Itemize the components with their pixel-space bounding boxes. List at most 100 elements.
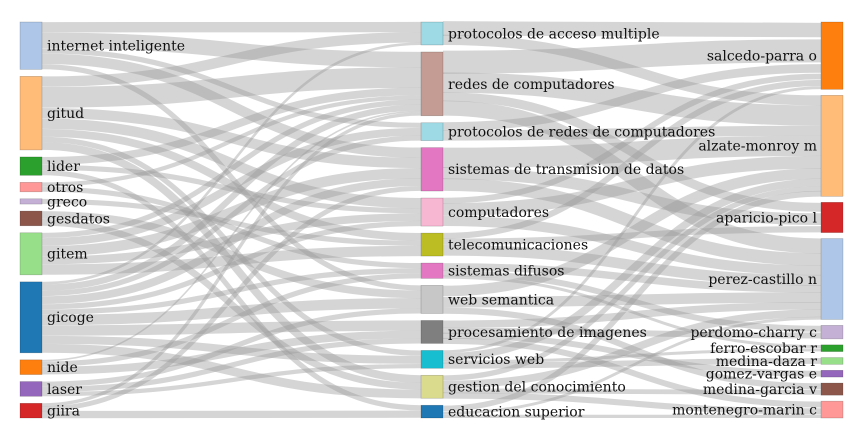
node-label-aparicio: aparicio-pico l — [716, 210, 817, 226]
node-aparicio[interactable] — [820, 202, 844, 233]
node-medina-daza[interactable] — [820, 357, 844, 365]
node-label-giira: giira — [47, 404, 80, 420]
node-label-alzate: alzate-monroy m — [698, 139, 817, 155]
node-gestion-conocimiento[interactable] — [420, 374, 444, 399]
link-greco-to-telecomunicaciones — [41, 198, 422, 246]
link-procesamiento-imagenes-to-perdomo — [442, 327, 822, 339]
link-gicoge-to-servicios-web — [41, 335, 422, 364]
link-gicoge-to-computadores — [41, 220, 422, 310]
link-telecomunicaciones-to-perez — [442, 244, 822, 286]
link-gitem-to-sistemas-transmision — [41, 167, 422, 257]
node-label-redes-computadores: redes de computadores — [448, 77, 615, 93]
node-label-perez: perez-castillo n — [708, 272, 817, 288]
link-laser-to-web-semantica — [41, 308, 422, 387]
node-label-gitem: gitem — [47, 247, 88, 263]
node-label-sistemas-transmision: sistemas de transmision de datos — [448, 162, 684, 178]
link-telecomunicaciones-to-salcedo — [442, 79, 822, 239]
link-gestion-conocimiento-to-medina-garcia — [442, 388, 822, 395]
link-procesamiento-imagenes-to-montenegro — [442, 337, 822, 408]
link-gicoge-to-procesamiento-imagenes — [41, 320, 422, 336]
labels-layer: internet inteligente gitud lider otrosgreco… — [47, 26, 818, 420]
node-protocolos-redes[interactable] — [420, 122, 444, 141]
link-gitem-to-redes-computadores — [41, 99, 422, 239]
node-lider[interactable] — [19, 156, 43, 176]
node-telecomunicaciones[interactable] — [420, 232, 444, 257]
node-protocolos-acceso[interactable] — [420, 21, 444, 46]
link-redes-computadores-to-salcedo — [442, 39, 822, 74]
link-gitud-to-computadores — [41, 118, 422, 209]
node-salcedo[interactable] — [820, 21, 844, 90]
link-gicoge-to-sistemas-difusos — [41, 268, 422, 315]
node-sistemas-transmision[interactable] — [420, 147, 444, 192]
node-gesdatos[interactable] — [19, 210, 43, 227]
node-label-montenegro: montenegro-marin c — [672, 402, 817, 418]
link-sistemas-transmision-to-alzate — [442, 135, 822, 168]
node-gicoge[interactable] — [19, 281, 43, 354]
node-label-gicoge: gicoge — [47, 310, 94, 326]
node-greco[interactable] — [19, 198, 43, 205]
node-giira[interactable] — [19, 402, 43, 419]
node-label-salcedo: salcedo-parra o — [707, 49, 817, 65]
node-label-greco: greco — [47, 194, 87, 210]
node-medina-garcia[interactable] — [820, 382, 844, 396]
link-servicios-web-to-ferro — [442, 348, 822, 364]
link-laser-to-servicios-web — [41, 363, 422, 397]
node-redes-computadores[interactable] — [420, 51, 444, 117]
link-redes-computadores-to-aparicio — [442, 92, 822, 212]
link-gitud-to-redes-computadores — [41, 67, 422, 108]
link-computadores-to-salcedo — [442, 73, 822, 204]
link-giira-to-sistemas-transmision — [41, 186, 422, 412]
link-protocolos-redes-to-alzate — [442, 125, 822, 141]
link-gicoge-to-redes-computadores — [41, 104, 422, 291]
node-computadores[interactable] — [420, 197, 444, 227]
node-laser[interactable] — [19, 381, 43, 397]
link-gitud-to-servicios-web — [41, 136, 422, 356]
link-sistemas-difusos-to-perdomo — [442, 270, 822, 332]
link-sistemas-difusos-to-ferro — [442, 275, 822, 349]
node-label-gitud: gitud — [47, 106, 84, 122]
link-sistemas-transmision-to-perez — [442, 178, 822, 266]
node-label-lider: lider — [47, 159, 80, 175]
link-protocolos-redes-to-salcedo — [442, 64, 822, 131]
node-ferro[interactable] — [820, 344, 844, 352]
link-gicoge-to-web-semantica — [41, 298, 422, 326]
node-montenegro[interactable] — [820, 400, 844, 419]
node-label-web-semantica: web semantica — [448, 292, 554, 308]
link-gitem-to-telecomunicaciones — [41, 245, 422, 275]
link-sistemas-transmision-to-aparicio — [442, 167, 822, 226]
nodes-layer — [19, 21, 844, 419]
node-gitem[interactable] — [19, 232, 43, 276]
link-gesdatos-to-web-semantica — [41, 211, 422, 299]
link-web-semantica-to-medina-garcia — [442, 307, 822, 390]
link-gitud-to-telecomunicaciones — [41, 128, 422, 241]
node-nide[interactable] — [19, 359, 43, 375]
link-protocolos-acceso-to-salcedo — [442, 21, 822, 38]
node-label-laser: laser — [47, 382, 82, 398]
node-perdomo[interactable] — [820, 325, 844, 340]
node-perez[interactable] — [820, 238, 844, 320]
link-gitud-to-protocolos-acceso — [41, 32, 422, 87]
link-nide-to-sistemas-difusos — [41, 273, 422, 367]
node-label-medina-daza: medina-daza r — [716, 354, 818, 370]
node-procesamiento-imagenes[interactable] — [420, 320, 444, 344]
link-lider-to-redes-computadores — [41, 87, 422, 165]
node-gitud[interactable] — [19, 76, 43, 151]
link-procesamiento-imagenes-to-gomez — [442, 332, 822, 377]
node-alzate[interactable] — [820, 95, 844, 197]
link-lider-to-computadores — [41, 164, 422, 214]
node-gomez[interactable] — [820, 370, 844, 378]
node-label-servicios-web: servicios web — [448, 352, 544, 368]
node-educacion-superior[interactable] — [420, 404, 444, 419]
node-label-nide: nide — [47, 360, 78, 376]
link-otros-to-redes-computadores — [41, 95, 422, 187]
node-web-semantica[interactable] — [420, 285, 444, 314]
link-gitud-to-sistemas-transmision — [41, 107, 422, 169]
link-nide-to-redes-computadores — [41, 110, 422, 362]
node-sistemas-difusos[interactable] — [420, 262, 444, 279]
node-servicios-web[interactable] — [420, 350, 444, 369]
link-educacion-superior-to-perez — [442, 316, 822, 415]
node-label-educacion-superior: educacion superior — [448, 405, 585, 421]
link-internet-inteligente-to-protocolos-redes — [41, 48, 422, 128]
node-internet-inteligente[interactable] — [19, 21, 43, 70]
node-otros[interactable] — [19, 182, 43, 193]
